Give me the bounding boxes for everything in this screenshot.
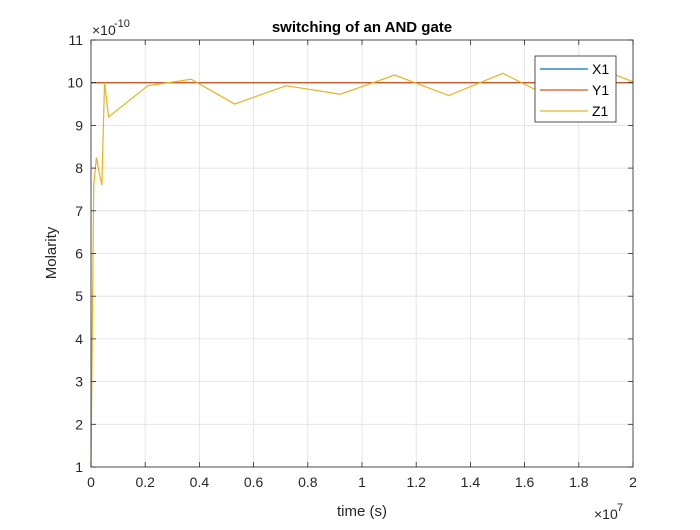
legend-label-x1: X1: [592, 61, 609, 77]
x-tick-label: 0.4: [190, 474, 210, 490]
x-tick-label: 1.8: [569, 474, 589, 490]
series-line-z1: [90, 72, 634, 468]
y-tick-label: 5: [75, 288, 83, 304]
legend: X1 Y1 Z1: [534, 55, 617, 123]
y-tick-label: 3: [75, 374, 83, 390]
y-exponent-power: -10: [114, 18, 130, 30]
x-tick-label: 0.2: [135, 474, 155, 490]
y-tick-label: 9: [75, 117, 83, 133]
y-tick-label: 4: [75, 331, 83, 347]
x-tick-label: 1.4: [461, 474, 481, 490]
y-tick-label: 11: [68, 32, 83, 48]
x-exponent-base: ×10: [594, 506, 618, 522]
y-exponent-base: ×10: [92, 22, 116, 38]
axis-ticks: 0 0.2 0.4 0.6 0.8 1 1.2 1.4 1.6 1.8 2 1 2 3 4 5 6 7 8 9 10 11: [67, 32, 637, 490]
x-tick-label: 1.6: [515, 474, 535, 490]
x-exponent-label: ×10 7: [594, 502, 623, 522]
y-tick-label: 1: [75, 459, 83, 475]
y-axis-label: Molarity: [43, 226, 60, 279]
y-tick-label: 10: [67, 75, 83, 91]
x-exponent-power: 7: [617, 502, 623, 514]
y-tick-label: 8: [75, 160, 83, 176]
x-tick-label: 2: [629, 474, 637, 490]
y-tick-label: 7: [75, 203, 83, 219]
y-tick-label: 6: [75, 246, 83, 262]
chart-title: switching of an AND gate: [272, 19, 452, 36]
x-tick-label: 0.8: [298, 474, 318, 490]
x-axis-label: time (s): [337, 503, 387, 520]
legend-label-y1: Y1: [592, 82, 609, 98]
y-tick-label: 2: [75, 416, 83, 432]
x-tick-label: 0: [87, 474, 95, 490]
legend-label-z1: Z1: [592, 103, 609, 119]
x-tick-label: 1.2: [406, 474, 426, 490]
y-exponent-label: ×10 -10: [92, 18, 130, 38]
x-tick-label: 0.6: [244, 474, 264, 490]
x-tick-label: 1: [358, 474, 366, 490]
